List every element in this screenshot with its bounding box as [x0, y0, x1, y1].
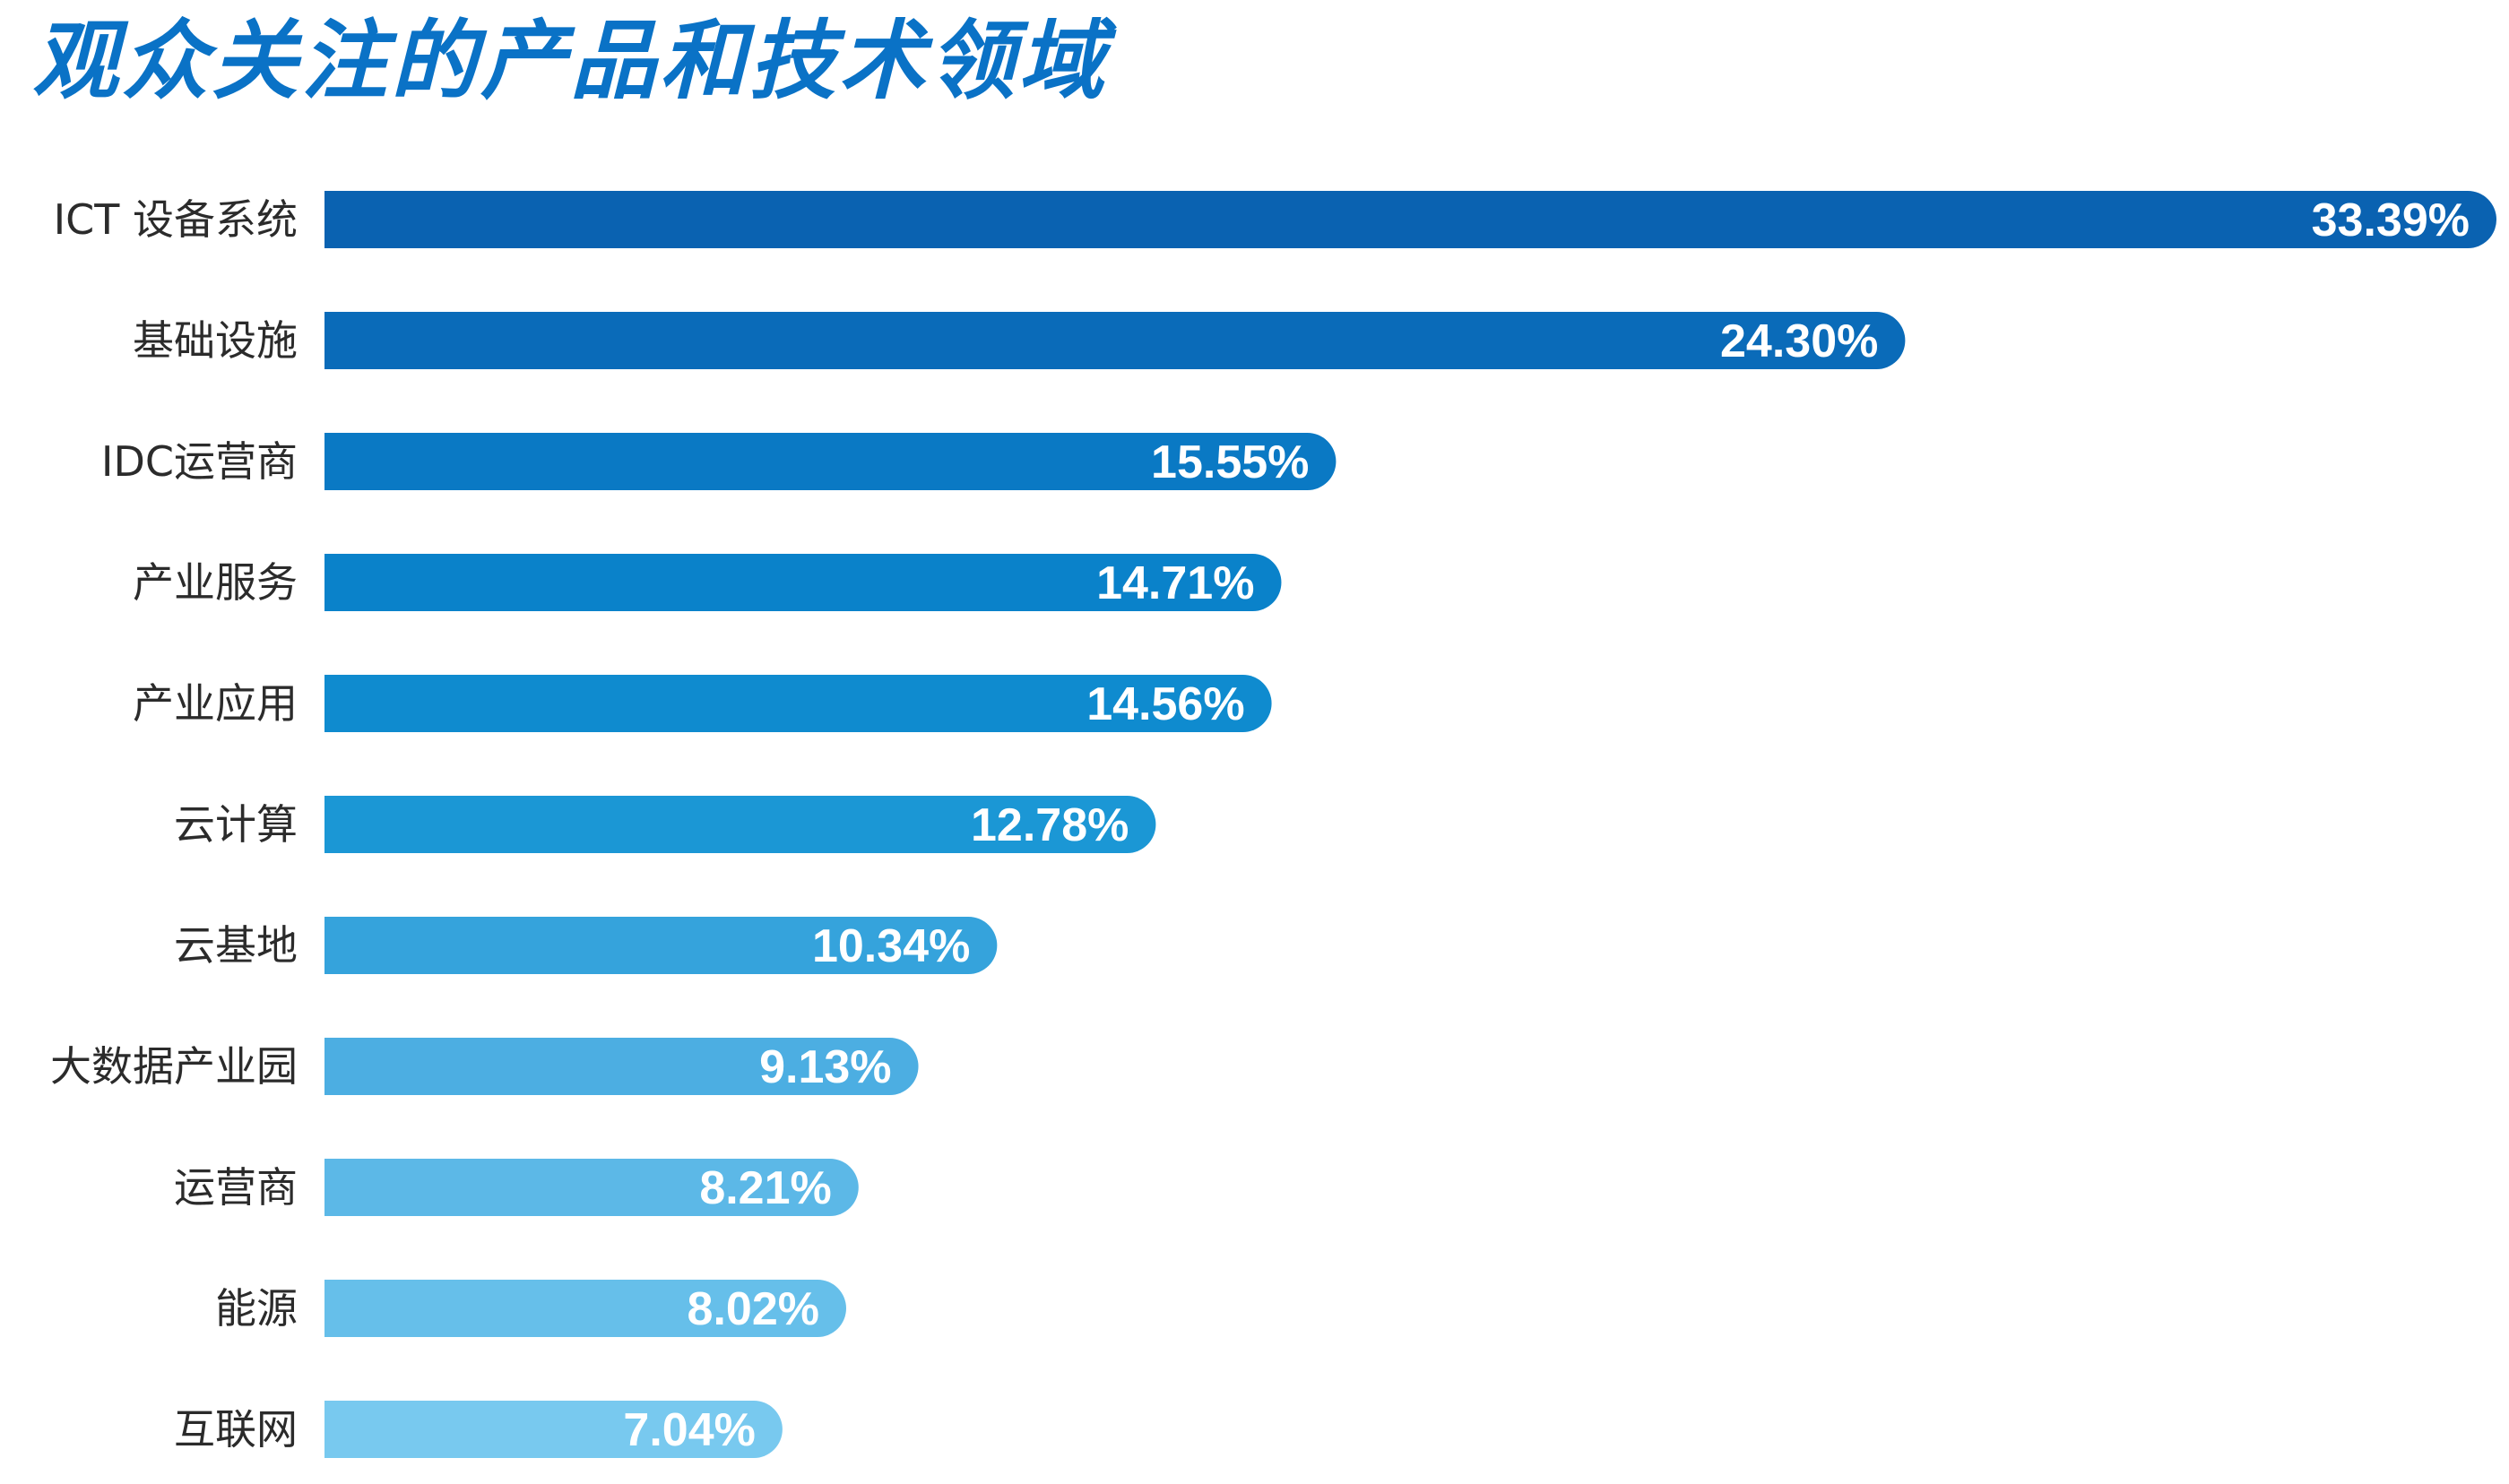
bar-3 [324, 433, 1337, 490]
bar-10 [324, 1280, 846, 1337]
value-label: 12.78% [971, 799, 1129, 851]
category-label: 大数据产业园 [50, 1042, 298, 1091]
bar-11 [324, 1401, 783, 1458]
value-label: 8.21% [699, 1162, 831, 1214]
value-label: 14.56% [1086, 678, 1244, 730]
category-label: 云基地 [174, 921, 298, 970]
category-label: 能源 [215, 1284, 298, 1333]
category-label: ICT 设备系统 [54, 195, 298, 244]
value-label: 15.55% [1151, 436, 1309, 488]
bar-4 [324, 554, 1282, 611]
category-label: 产业服务 [133, 558, 298, 607]
category-label: 云计算 [174, 800, 298, 849]
value-label: 10.34% [812, 920, 970, 972]
value-label: 24.30% [1720, 315, 1878, 367]
category-label: 产业应用 [133, 679, 298, 728]
bar-8 [324, 1038, 919, 1095]
bar-7 [324, 917, 998, 974]
bar-1 [324, 191, 2496, 248]
value-label: 9.13% [759, 1041, 891, 1093]
chart-title: 观众关注的产品和技术领域 [32, 11, 1108, 111]
category-label: 运营商 [174, 1163, 298, 1212]
value-label: 7.04% [623, 1404, 755, 1456]
bar-6 [324, 796, 1156, 853]
bar-9 [324, 1159, 859, 1216]
value-label: 8.02% [688, 1283, 819, 1335]
bar-2 [324, 312, 1906, 369]
category-label: 互联网 [174, 1405, 298, 1454]
value-label: 14.71% [1096, 557, 1254, 609]
category-label: IDC运营商 [101, 437, 298, 486]
bar-5 [324, 675, 1272, 732]
value-label: 33.39% [2312, 194, 2470, 246]
category-label: 基础设施 [133, 316, 298, 365]
